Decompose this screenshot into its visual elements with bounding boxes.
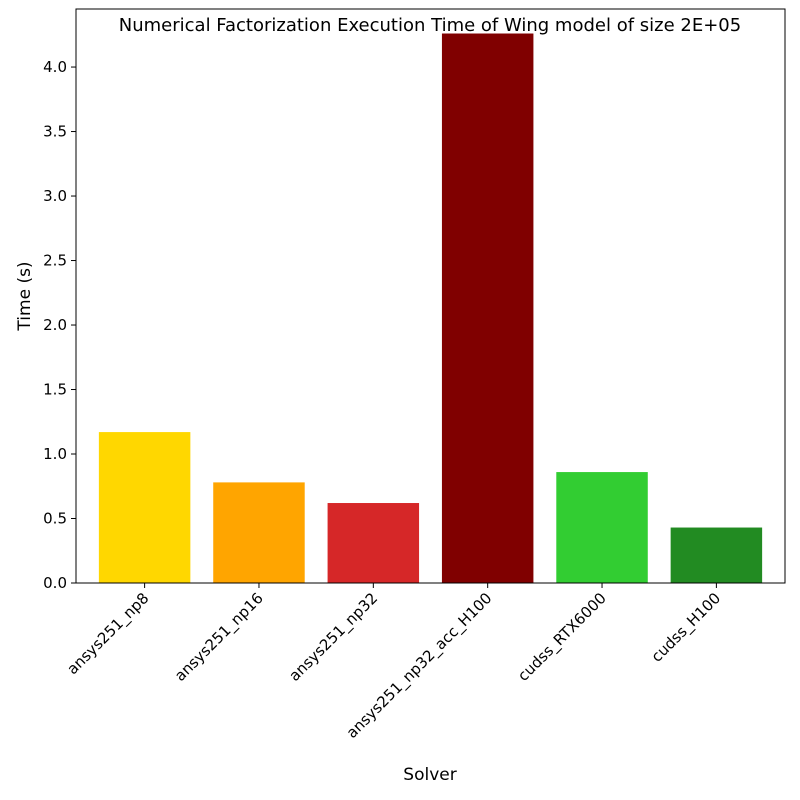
chart-title: Numerical Factorization Execution Time o… [119,15,741,36]
x-tick-label: ansys251_np32 [285,589,381,685]
bar-ansys251_np8 [98,432,191,583]
y-axis-ticks: 0.0 0.5 1.0 1.5 2.0 2.5 3.0 3.5 4.0 [43,58,76,592]
y-tick-label: 1.5 [43,381,67,399]
y-tick-label: 0.5 [43,510,67,528]
x-axis-ticks: ansys251_np8 ansys251_np16 ansys251_np32an… [63,583,725,743]
y-tick-label: 3.5 [43,123,67,141]
bar-ansys251_np32 [327,503,420,583]
x-axis-label: Solver [403,765,456,785]
bar-cudss_RTX6000 [556,472,648,583]
x-tick-label: cudss_RTX6000 [514,589,610,685]
y-tick-label: 2.5 [43,252,67,270]
bar-cudss_H100 [670,527,763,583]
plot-frame [75,8,786,584]
bar-ansys251_np16 [213,482,305,583]
y-tick-label: 0.0 [43,574,67,592]
x-tick-label: ansys251_np8 [63,589,153,679]
y-axis-label: Time (s) [15,261,35,331]
x-tick-label: ansys251_np16 [171,589,267,685]
x-tick-label: cudss_H100 [648,589,725,666]
y-tick-label: 4.0 [43,58,67,76]
bars-group [98,33,763,583]
y-tick-label: 3.0 [43,187,67,205]
y-tick-label: 2.0 [43,316,67,334]
bar-ansys251_np32_acc_H100 [441,33,534,583]
y-tick-label: 1.0 [43,445,67,463]
